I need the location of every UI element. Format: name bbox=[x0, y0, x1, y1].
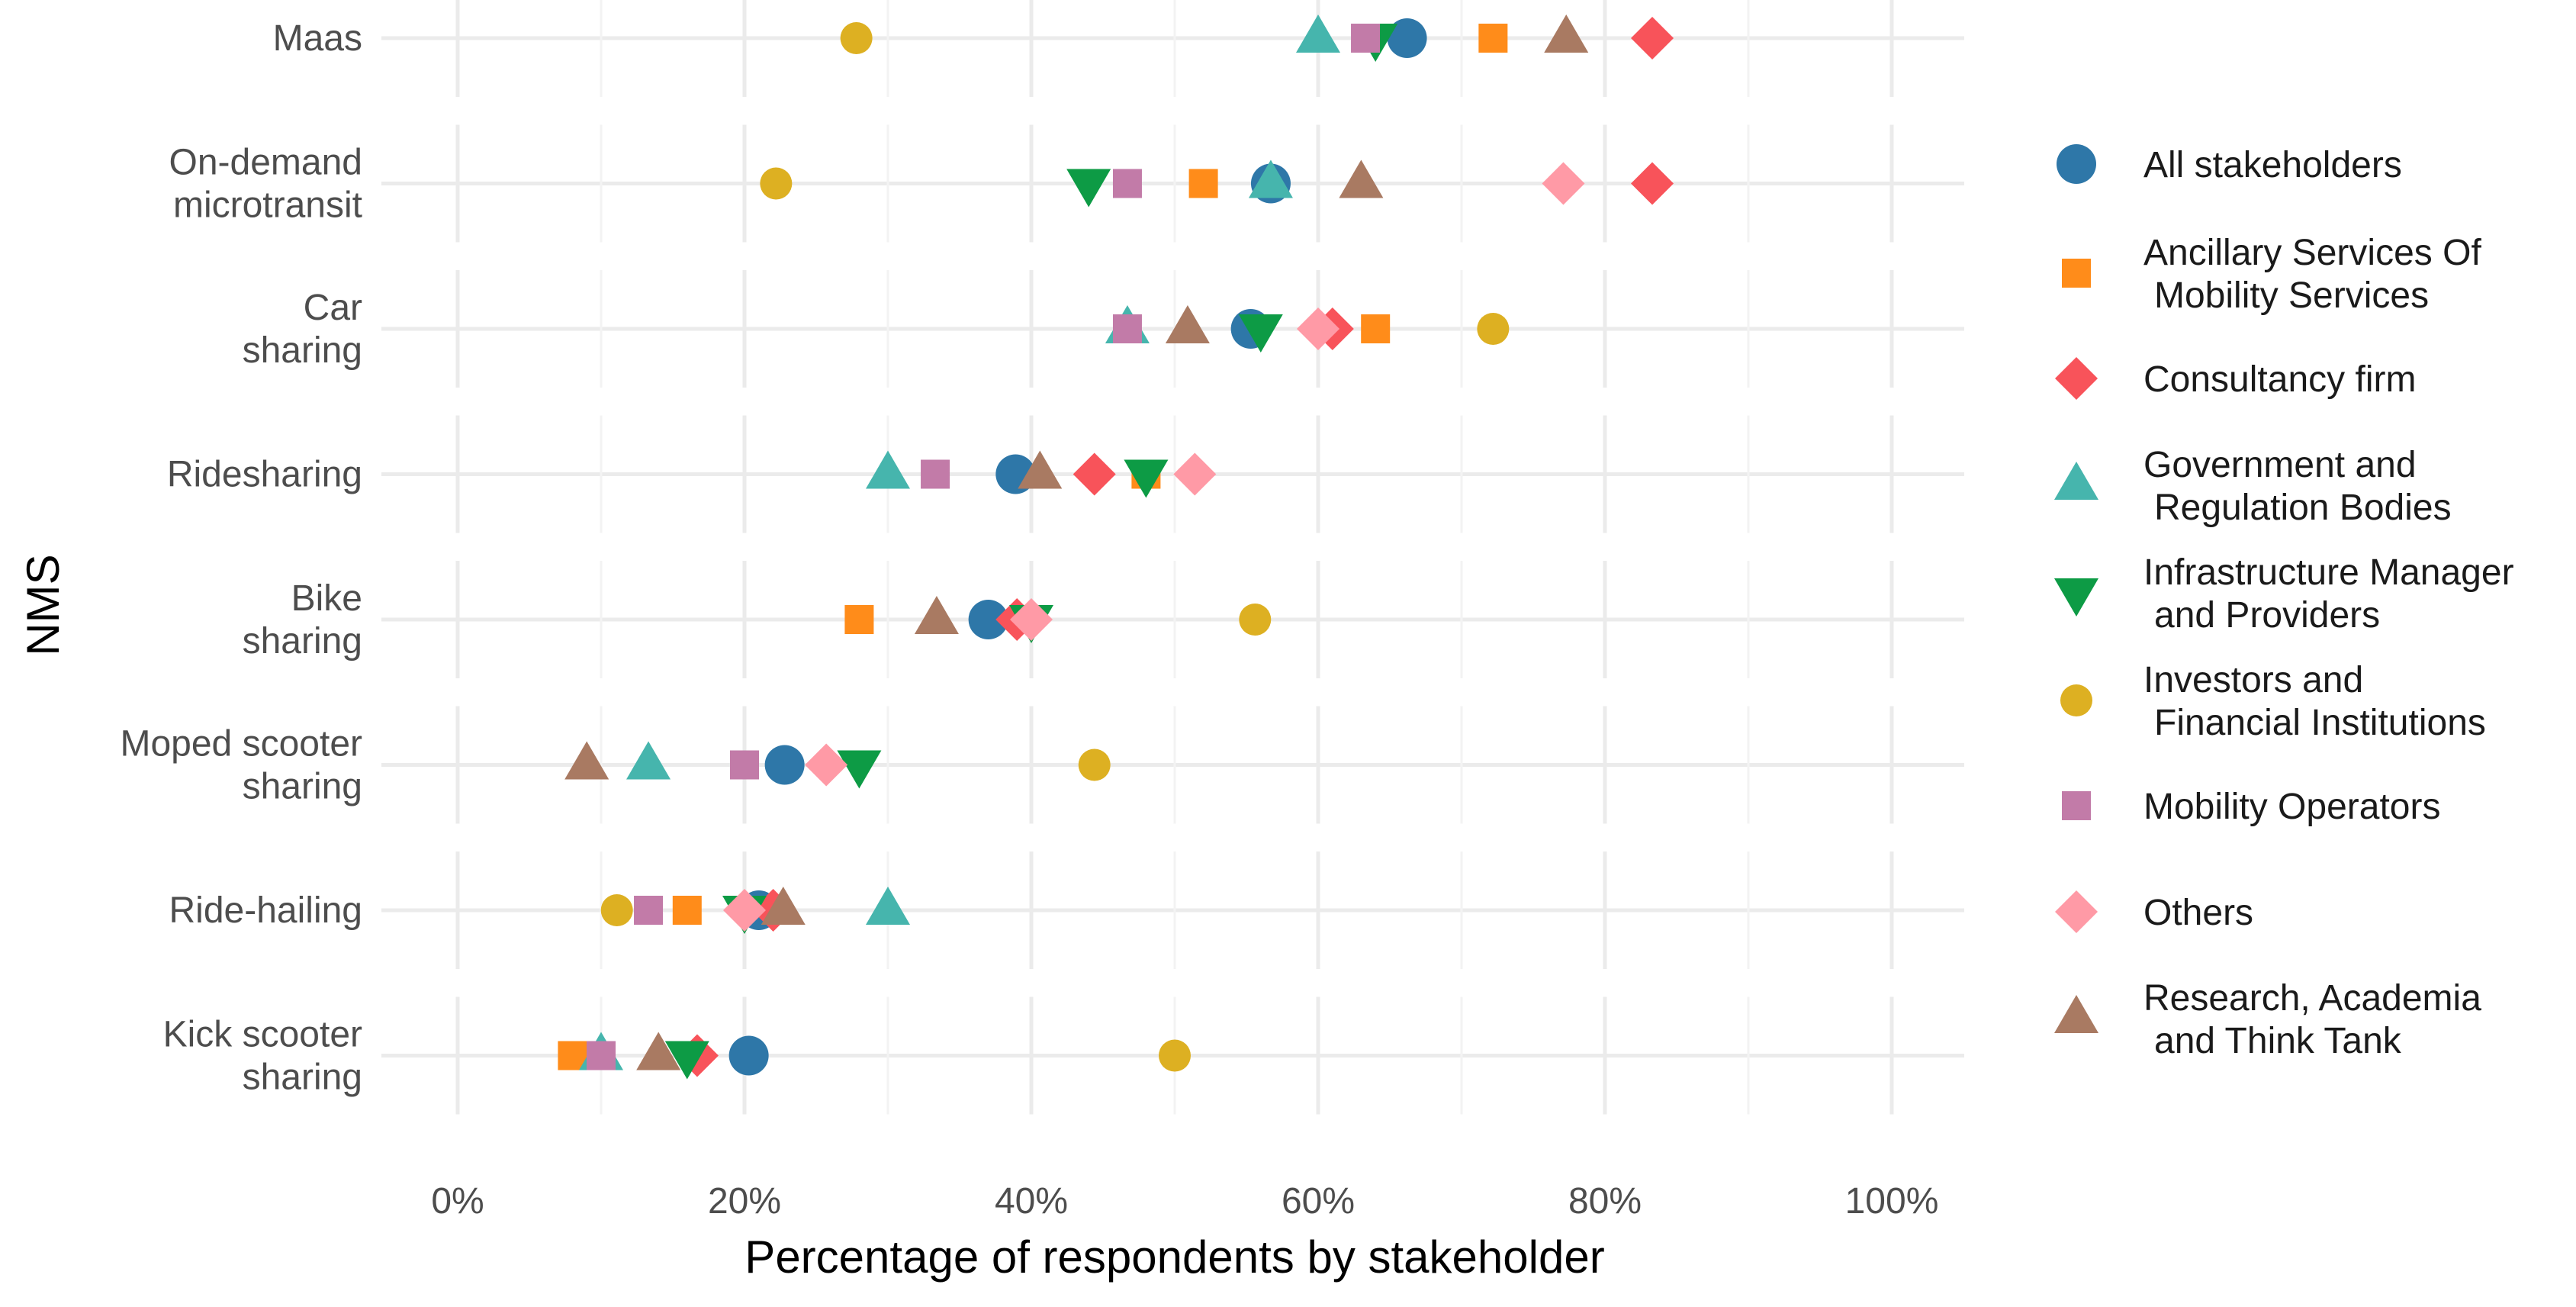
legend-label: Mobility Operators bbox=[2143, 787, 2440, 827]
data-point bbox=[728, 1035, 769, 1076]
data-point bbox=[1159, 1039, 1191, 1072]
y-tick-label: Maas bbox=[273, 18, 362, 59]
y-tick-label: Kick scooter sharing bbox=[163, 1015, 362, 1098]
data-point bbox=[1477, 313, 1510, 345]
data-point bbox=[587, 1041, 616, 1070]
data-point bbox=[730, 750, 759, 780]
legend-key bbox=[2055, 890, 2098, 933]
data-point bbox=[1478, 24, 1508, 53]
data-point bbox=[1165, 305, 1210, 343]
legend-label: Investors and Financial Institutions bbox=[2143, 660, 2486, 743]
legend-label: Consultancy firm bbox=[2143, 359, 2416, 400]
data-point bbox=[1238, 314, 1283, 353]
data-point bbox=[866, 450, 910, 489]
data-point bbox=[564, 741, 609, 780]
legend-key bbox=[2054, 995, 2098, 1033]
data-point bbox=[626, 741, 671, 780]
y-tick-label: Ridesharing bbox=[167, 455, 362, 495]
data-point bbox=[1124, 459, 1169, 498]
x-tick-label: 80% bbox=[1568, 1181, 1642, 1222]
x-tick-label: 40% bbox=[995, 1181, 1068, 1222]
data-point bbox=[664, 1041, 709, 1080]
y-axis-title: NMS bbox=[18, 554, 69, 655]
legend-label: Ancillary Services Of Mobility Services bbox=[2143, 233, 2481, 316]
data-point bbox=[1339, 159, 1384, 198]
y-tick-label: Ride-hailing bbox=[169, 890, 362, 931]
data-point bbox=[844, 605, 874, 634]
data-point bbox=[672, 896, 702, 925]
legend-key bbox=[2057, 144, 2096, 184]
y-axis-tick-labels: Maas On-demand microtransit Car sharing Rides… bbox=[120, 18, 362, 1098]
legend-key bbox=[2054, 462, 2098, 500]
data-point bbox=[723, 889, 766, 932]
data-point bbox=[1297, 307, 1339, 350]
data-point bbox=[636, 1032, 681, 1070]
x-tick-label: 0% bbox=[431, 1181, 484, 1222]
legend-label: All stakeholders bbox=[2143, 145, 2402, 185]
grid-lines bbox=[381, 0, 1964, 1115]
legend-label: Research, Academia and Think Tank bbox=[2143, 978, 2481, 1061]
data-point bbox=[914, 596, 959, 634]
data-point bbox=[840, 22, 873, 54]
y-tick-label: On-demand microtransit bbox=[169, 143, 362, 226]
data-point bbox=[837, 750, 882, 789]
y-tick-label: Bike sharing bbox=[243, 578, 362, 662]
data-point bbox=[1239, 604, 1272, 636]
data-point bbox=[1387, 18, 1427, 58]
x-axis-title: Percentage of respondents by stakeholder bbox=[744, 1231, 1604, 1283]
legend-key bbox=[2054, 578, 2098, 616]
data-point bbox=[1112, 169, 1142, 198]
data-point bbox=[921, 459, 950, 489]
legend-label: Government and Regulation Bodies bbox=[2143, 445, 2452, 528]
data-point bbox=[968, 600, 1008, 639]
series-group bbox=[723, 162, 1585, 932]
data-point bbox=[1188, 169, 1218, 198]
x-tick-label: 20% bbox=[708, 1181, 781, 1222]
legend-label: Infrastructure Manager and Providers bbox=[2143, 552, 2514, 636]
series-group bbox=[564, 14, 1589, 1070]
data-point bbox=[1631, 17, 1674, 60]
data-point bbox=[1361, 314, 1391, 343]
data-point bbox=[866, 887, 910, 925]
data-point bbox=[761, 887, 806, 925]
data-point bbox=[805, 743, 848, 787]
data-point bbox=[1018, 450, 1063, 489]
series-group bbox=[600, 22, 1510, 1072]
legend-key bbox=[2062, 791, 2091, 820]
y-tick-label: Car sharing bbox=[243, 288, 362, 371]
x-axis-tick-labels: 0% 20% 40% 60% 80% 100% bbox=[431, 1181, 1938, 1222]
legend-label: Others bbox=[2143, 893, 2253, 933]
data-point bbox=[760, 167, 793, 200]
legend-key bbox=[2062, 259, 2091, 288]
data-point bbox=[1248, 159, 1293, 198]
data-point bbox=[1542, 162, 1585, 205]
data-point bbox=[1173, 452, 1217, 496]
legend-key bbox=[2060, 684, 2092, 716]
data-point bbox=[1112, 314, 1142, 343]
legend-key bbox=[2055, 357, 2098, 400]
data-point bbox=[1078, 748, 1111, 781]
data-point bbox=[1631, 162, 1674, 205]
data-point bbox=[1010, 598, 1053, 641]
legend: All stakeholders Ancillary Services Of Mob… bbox=[2054, 144, 2514, 1061]
data-point bbox=[1066, 169, 1111, 208]
data-points bbox=[558, 14, 1674, 1080]
x-tick-label: 100% bbox=[1845, 1181, 1939, 1222]
data-point bbox=[1351, 24, 1381, 53]
data-point bbox=[1544, 14, 1589, 53]
data-point bbox=[1296, 14, 1340, 53]
x-tick-label: 60% bbox=[1282, 1181, 1355, 1222]
y-tick-label: Moped scooter sharing bbox=[120, 724, 362, 807]
data-point bbox=[764, 745, 805, 785]
data-point bbox=[600, 894, 633, 926]
series-group bbox=[587, 24, 1381, 1070]
series-group bbox=[558, 24, 1508, 1070]
data-point bbox=[634, 896, 664, 925]
data-point bbox=[1073, 452, 1116, 496]
